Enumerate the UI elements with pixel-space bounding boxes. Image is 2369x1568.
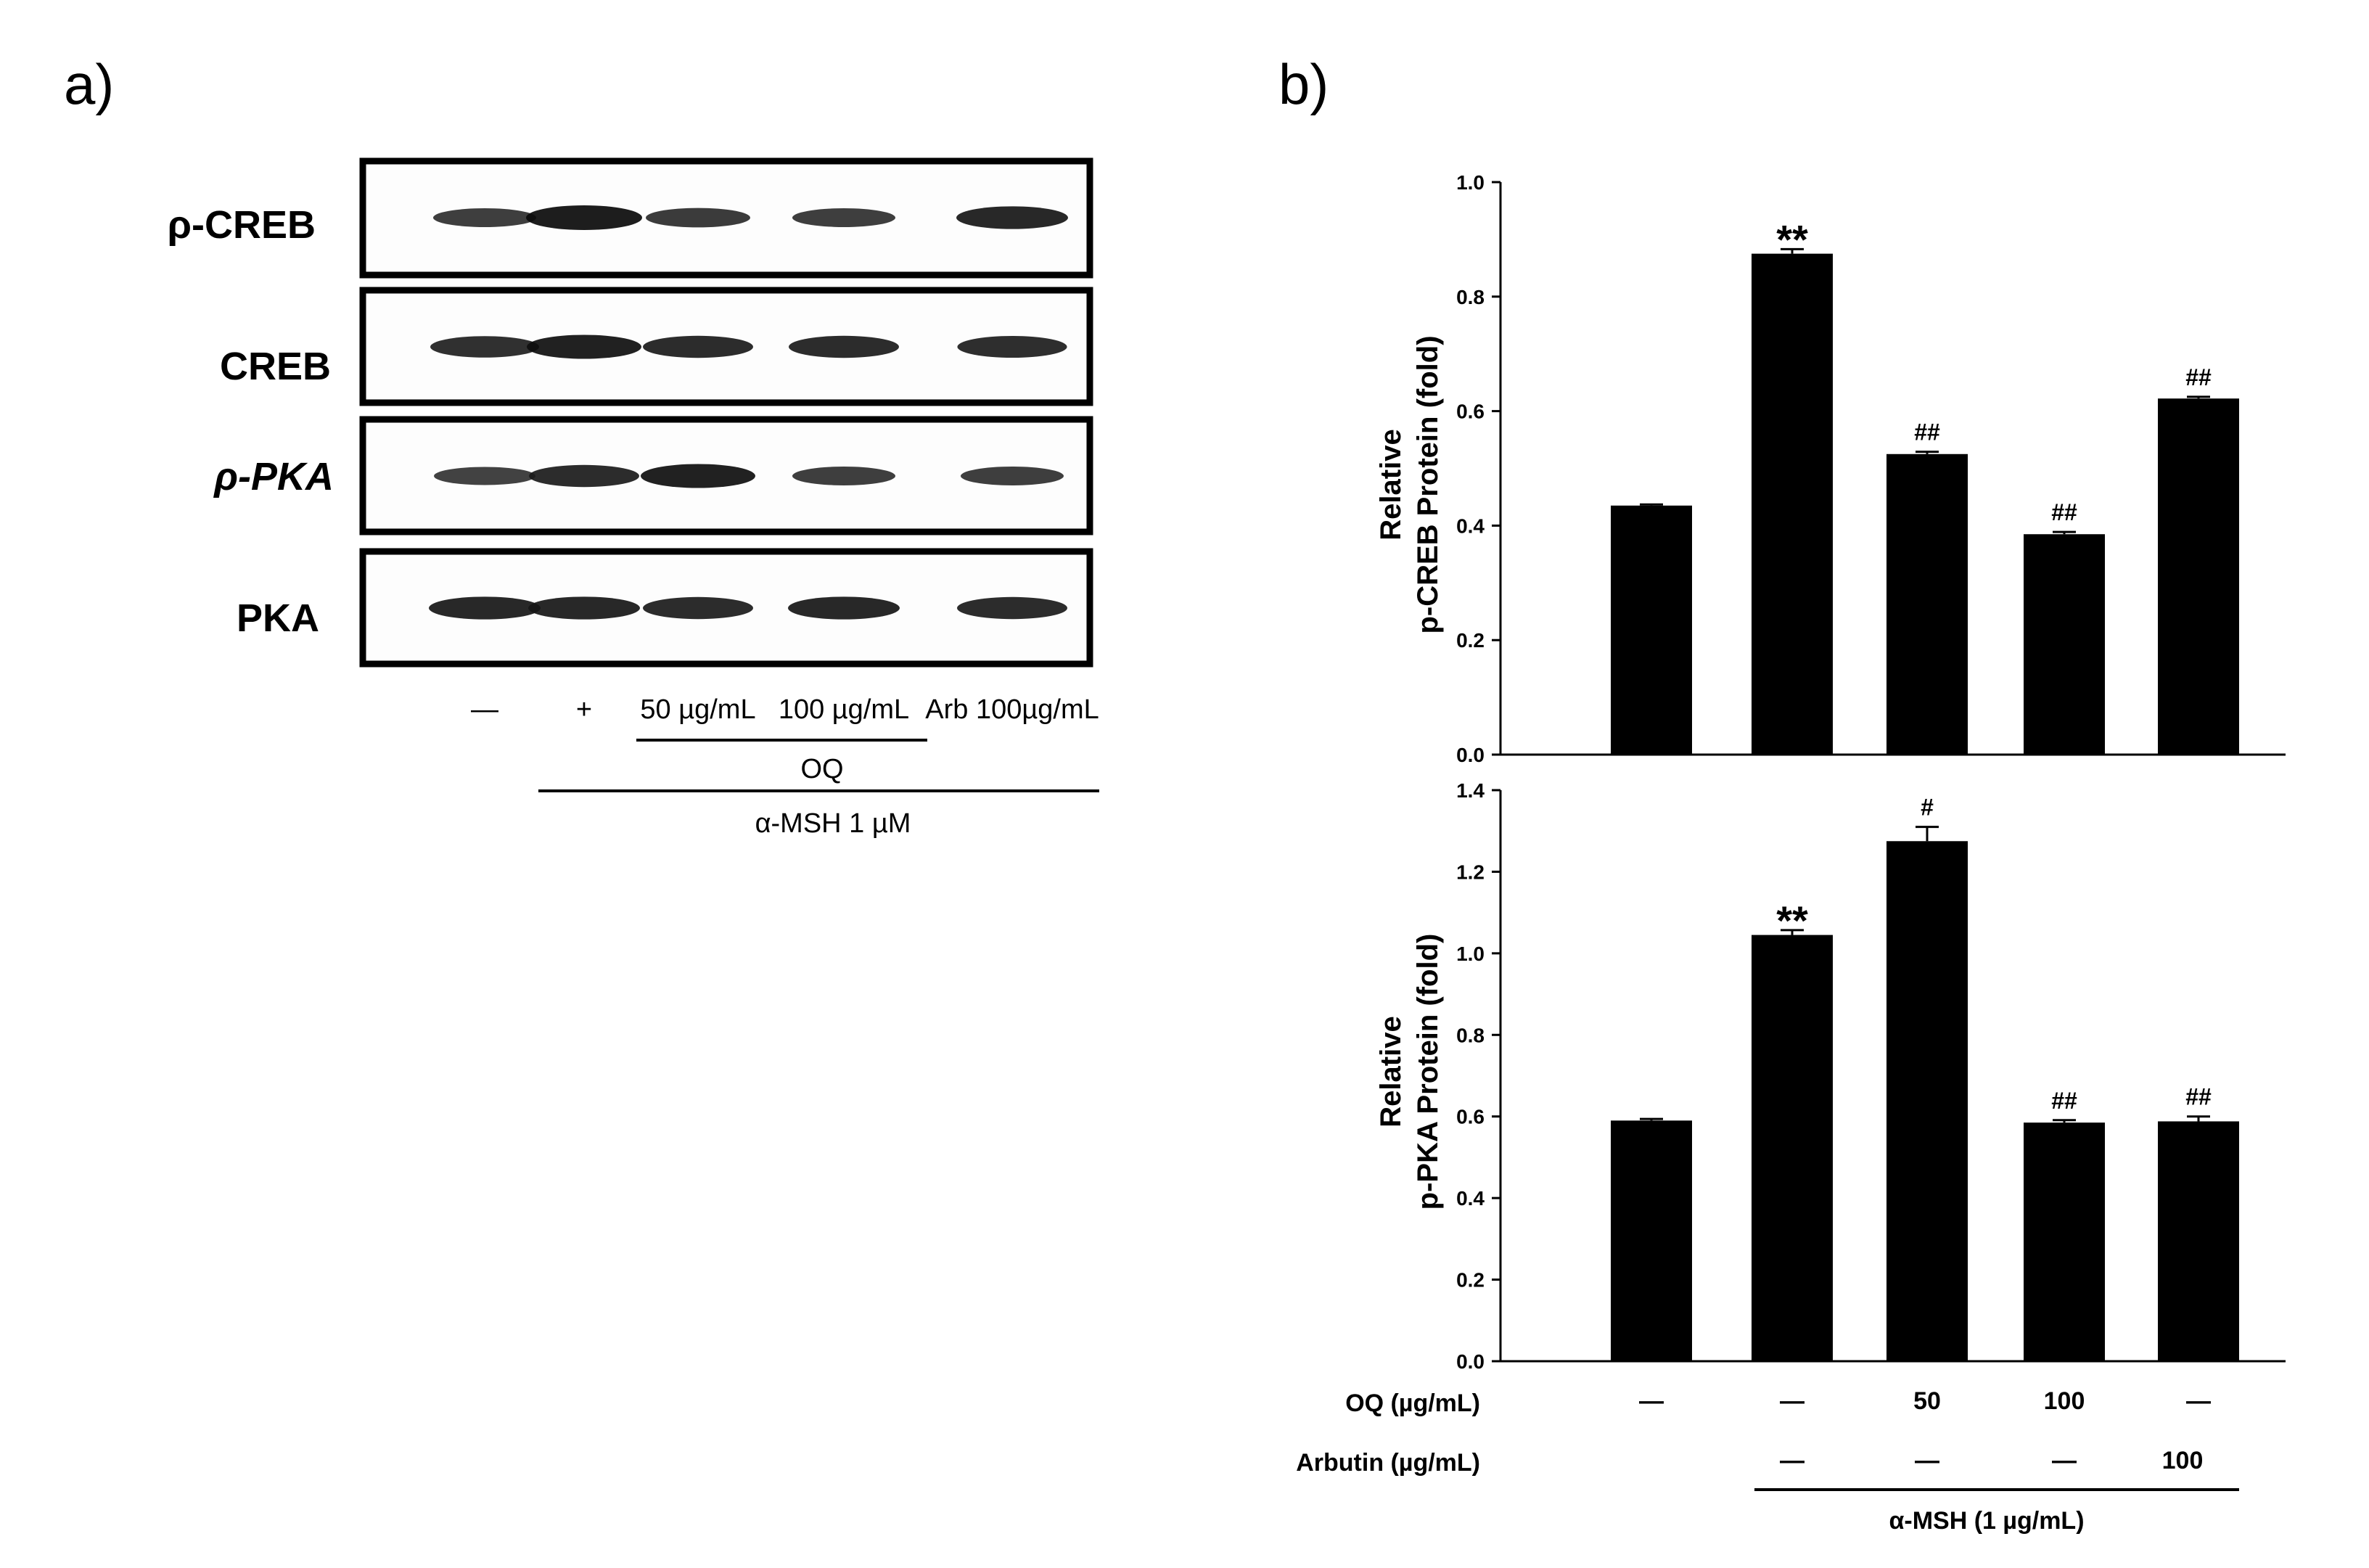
y-tick-label: 0.0 xyxy=(1456,1350,1485,1373)
chart-p-pka: 0.00.20.40.60.81.01.21.4 **### ## Relativ… xyxy=(1375,779,2286,1373)
y-tick-label: 0.2 xyxy=(1456,629,1485,652)
c0-ylabel-line1: Relative xyxy=(1375,429,1407,540)
msh-group-label: α-MSH 1 µM xyxy=(755,808,911,839)
blot-band xyxy=(956,206,1068,229)
panel-a-label: a) xyxy=(64,52,114,116)
significance-label: ## xyxy=(2051,1088,2077,1114)
y-tick-label: 0.6 xyxy=(1456,401,1485,423)
lane-label-2: + xyxy=(576,694,592,725)
bar xyxy=(1886,453,1968,755)
lane-label-1: — xyxy=(471,694,498,725)
arbutin-cell-4: — xyxy=(2052,1447,2077,1474)
panel-a: a) ρ-CREB CREB ρ-PKA PKA — + 50 µg/mL 10… xyxy=(64,52,1099,839)
panel-b-label: b) xyxy=(1278,52,1329,116)
blot-band xyxy=(792,467,895,485)
b-msh-group-label: α-MSH (1 µg/mL) xyxy=(1889,1507,2084,1535)
y-tick-label: 1.2 xyxy=(1456,861,1485,883)
oq-cell-1: — xyxy=(1639,1387,1664,1415)
bar xyxy=(1611,505,1692,755)
blot-band xyxy=(646,208,750,228)
arbutin-cell-2: — xyxy=(1780,1447,1805,1474)
c0-ylabel-line2: p-CREB Protein (fold) xyxy=(1412,335,1444,633)
blot-band xyxy=(528,596,640,620)
c1-bars: **### ## xyxy=(1611,795,2239,1361)
blot-band xyxy=(429,596,541,620)
blot-band xyxy=(641,464,755,488)
significance-label: # xyxy=(1921,795,1934,821)
lane-label-3: 50 µg/mL xyxy=(640,694,755,725)
oq-cell-2: — xyxy=(1780,1387,1805,1415)
blot-band xyxy=(433,208,536,227)
blot-label-p-creb: ρ-CREB xyxy=(168,203,316,247)
c1-ylabel-line2: p-PKA Protein (fold) xyxy=(1412,934,1444,1210)
oq-group-label: OQ xyxy=(800,754,843,784)
y-tick-label: 1.0 xyxy=(1456,943,1485,965)
blot-label-pka: PKA xyxy=(237,596,319,640)
bar xyxy=(1611,1120,1692,1361)
blot-band xyxy=(643,596,753,620)
blot-band xyxy=(792,208,895,227)
arbutin-cell-5: 100 xyxy=(2162,1447,2204,1474)
bar xyxy=(1752,253,1833,755)
y-tick-label: 1.4 xyxy=(1456,779,1485,802)
row-label-oq: OQ (µg/mL) xyxy=(1345,1390,1480,1417)
blot-band xyxy=(957,335,1067,358)
blot-label-p-pka: ρ-PKA xyxy=(213,455,334,498)
blot-band xyxy=(643,335,753,358)
blot-band xyxy=(434,467,535,485)
panel-b: b) 0.0 0.2 0.4 0.6 0.8 1.0 ** ## ## ## Relative … xyxy=(1278,52,2286,1535)
oq-cell-4: 100 xyxy=(2044,1387,2085,1415)
blot-band xyxy=(527,334,641,359)
blot-band xyxy=(789,335,899,358)
blot-band xyxy=(529,464,639,488)
c0-bars: ** ## ## ## xyxy=(1611,216,2239,755)
y-tick-label: 0.0 xyxy=(1456,744,1485,766)
significance-label: ## xyxy=(2051,499,2077,525)
c1-ylabel-line1: Relative xyxy=(1375,1016,1407,1127)
blot-band xyxy=(957,596,1067,620)
bar xyxy=(2158,398,2239,755)
bar xyxy=(1886,841,1968,1361)
y-tick-label: 0.4 xyxy=(1456,514,1485,537)
bar xyxy=(2024,534,2105,755)
y-tick-label: 0.8 xyxy=(1456,286,1485,308)
significance-label: ## xyxy=(2185,364,2212,390)
lane-label-4: 100 µg/mL xyxy=(779,694,909,725)
bar xyxy=(1752,935,1833,1361)
chart-p-creb: 0.0 0.2 0.4 0.6 0.8 1.0 ** ## ## ## Relative p-C… xyxy=(1375,171,2286,766)
row-label-arbutin: Arbutin (µg/mL) xyxy=(1296,1449,1480,1477)
arbutin-cell-3: — xyxy=(1915,1447,1939,1474)
blot-label-creb: CREB xyxy=(220,345,331,388)
y-tick-label: 0.6 xyxy=(1456,1106,1485,1128)
lane-label-5: Arb 100µg/mL xyxy=(925,694,1099,725)
blot-band xyxy=(526,205,642,230)
oq-cell-5: — xyxy=(2186,1387,2211,1415)
oq-cell-3: 50 xyxy=(1913,1387,1941,1415)
blot-band xyxy=(430,336,539,358)
bar xyxy=(2024,1122,2105,1361)
blot-band xyxy=(961,467,1064,485)
western-blot-bands xyxy=(429,205,1068,620)
blot-band xyxy=(788,596,900,620)
y-tick-label: 1.0 xyxy=(1456,171,1485,194)
significance-label: ** xyxy=(1776,216,1808,262)
y-tick-label: 0.2 xyxy=(1456,1269,1485,1292)
bar xyxy=(2158,1121,2239,1361)
significance-label: ## xyxy=(2185,1084,2212,1110)
y-tick-label: 0.8 xyxy=(1456,1024,1485,1046)
significance-label: ** xyxy=(1776,898,1808,943)
y-tick-label: 0.4 xyxy=(1456,1187,1485,1210)
significance-label: ## xyxy=(1914,419,1940,446)
